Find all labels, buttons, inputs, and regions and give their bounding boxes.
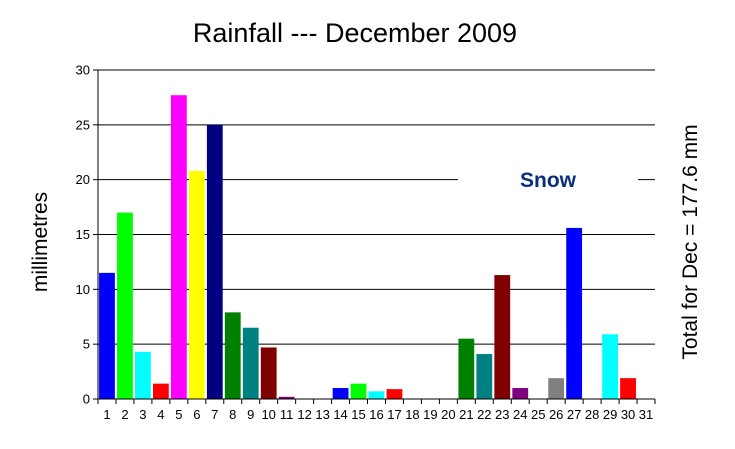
total-label: Total for Dec = 177.6 mm	[679, 124, 702, 359]
bar-day-11	[278, 396, 295, 399]
x-tick-label: 1	[103, 407, 110, 422]
chart-title: Rainfall --- December 2009	[193, 18, 517, 48]
x-tick-label: 22	[477, 407, 491, 422]
x-tick-label: 20	[441, 407, 455, 422]
y-tick-label: 30	[76, 63, 90, 78]
x-tick-label: 24	[513, 407, 527, 422]
x-tick-label: 30	[621, 407, 635, 422]
x-tick-label: 11	[280, 407, 294, 422]
bar-day-22	[476, 354, 493, 399]
bar-day-29	[602, 334, 618, 399]
x-tick-label: 3	[139, 407, 146, 422]
bar-day-6	[188, 170, 205, 399]
y-tick-label: 5	[83, 337, 90, 352]
x-tick-label: 14	[333, 407, 347, 422]
bar-day-17	[386, 389, 403, 399]
bar-day-24	[512, 388, 529, 399]
y-tick-label: 15	[76, 227, 90, 242]
x-tick-label: 8	[229, 407, 236, 422]
bar-day-9	[242, 327, 259, 399]
x-tick-label: 17	[387, 407, 401, 422]
x-tick-label: 12	[297, 407, 311, 422]
bar-day-23	[494, 275, 511, 399]
x-tick-label: 18	[405, 407, 419, 422]
snow-annotation: Snow	[520, 169, 577, 192]
x-tick-label: 2	[121, 407, 128, 422]
y-tick-label: 25	[76, 117, 90, 132]
x-tick-label: 29	[603, 407, 617, 422]
x-tick-label: 21	[459, 407, 473, 422]
y-tick-label: 20	[76, 172, 90, 187]
bar-day-27	[566, 227, 583, 399]
x-tick-label: 6	[193, 407, 200, 422]
bar-day-21	[458, 338, 475, 399]
x-tick-label: 10	[261, 407, 275, 422]
bar-day-30	[620, 378, 636, 399]
bar-day-2	[117, 212, 133, 399]
x-tick-label: 15	[351, 407, 365, 422]
y-axis-label: millimetres	[29, 192, 52, 292]
x-tick-label: 25	[531, 407, 545, 422]
y-tick-label: 10	[76, 282, 90, 297]
bar-day-16	[368, 391, 385, 399]
x-tick-label: 9	[247, 407, 254, 422]
x-tick-label: 4	[157, 407, 164, 422]
x-tick-label: 23	[495, 407, 509, 422]
bar-day-14	[332, 388, 349, 399]
bar-day-5	[170, 95, 187, 399]
x-tick-label: 16	[369, 407, 383, 422]
bar-day-1	[99, 272, 115, 399]
y-tick-label: 0	[83, 392, 90, 407]
bars	[99, 95, 636, 399]
x-tick-label: 28	[585, 407, 599, 422]
bar-day-26	[548, 378, 565, 399]
x-tick-label: 27	[567, 407, 581, 422]
x-tick-label: 7	[211, 407, 218, 422]
x-tick-label: 19	[423, 407, 437, 422]
bar-day-8	[224, 312, 241, 399]
x-tick-label: 5	[175, 407, 182, 422]
x-tick-labels: 1 2 3 4 5 6 7 8 9 10 11 12 13 14 15 16 17 18 19 20 21 22 23 24 2…	[97, 399, 656, 422]
bar-day-4	[152, 383, 169, 399]
bar-day-15	[350, 383, 367, 399]
snow-annotation-box	[458, 166, 638, 194]
bar-day-10	[260, 347, 277, 399]
x-tick-label: 13	[315, 407, 329, 422]
bar-day-7	[206, 124, 223, 399]
x-tick-label: 26	[549, 407, 563, 422]
bar-day-3	[135, 351, 151, 399]
x-tick-label: 31	[639, 407, 653, 422]
y-tick-labels: 0 5 10 15 20 25 30	[76, 63, 98, 407]
